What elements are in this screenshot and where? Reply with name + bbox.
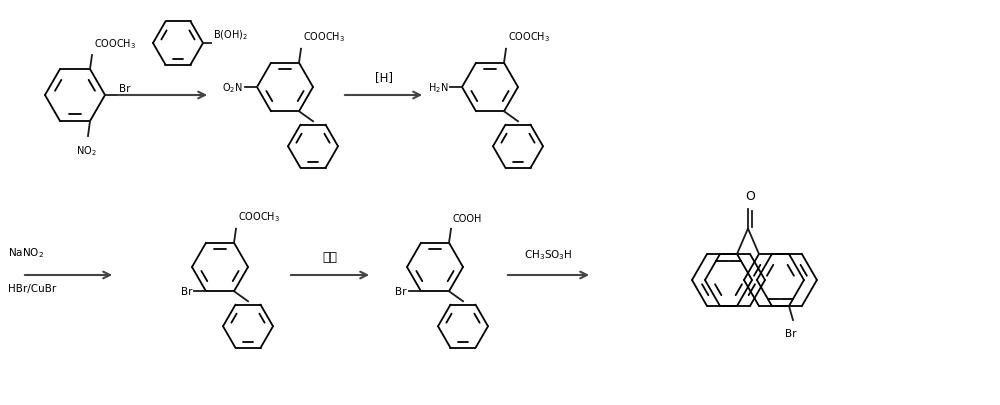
Text: O$_2$N: O$_2$N (222, 81, 243, 95)
Text: Br: Br (180, 287, 192, 296)
Text: COOCH$_3$: COOCH$_3$ (303, 30, 345, 44)
Text: Br: Br (395, 287, 407, 296)
Text: NO$_2$: NO$_2$ (76, 144, 96, 158)
Text: Br: Br (785, 328, 797, 338)
Text: COOCH$_3$: COOCH$_3$ (238, 209, 280, 223)
Text: 水解: 水解 (322, 250, 338, 263)
Text: NaNO$_2$: NaNO$_2$ (8, 245, 44, 259)
Text: B(OH)$_2$: B(OH)$_2$ (213, 28, 248, 42)
Text: HBr/CuBr: HBr/CuBr (8, 284, 56, 293)
Text: O: O (745, 189, 755, 202)
Text: Br: Br (119, 84, 130, 94)
Text: COOH: COOH (453, 213, 482, 223)
Text: H$_2$N: H$_2$N (428, 81, 448, 95)
Text: COOCH$_3$: COOCH$_3$ (508, 30, 550, 44)
Text: [H]: [H] (375, 71, 393, 84)
Text: COOCH$_3$: COOCH$_3$ (94, 37, 136, 51)
Text: CH$_3$SO$_3$H: CH$_3$SO$_3$H (524, 247, 573, 261)
